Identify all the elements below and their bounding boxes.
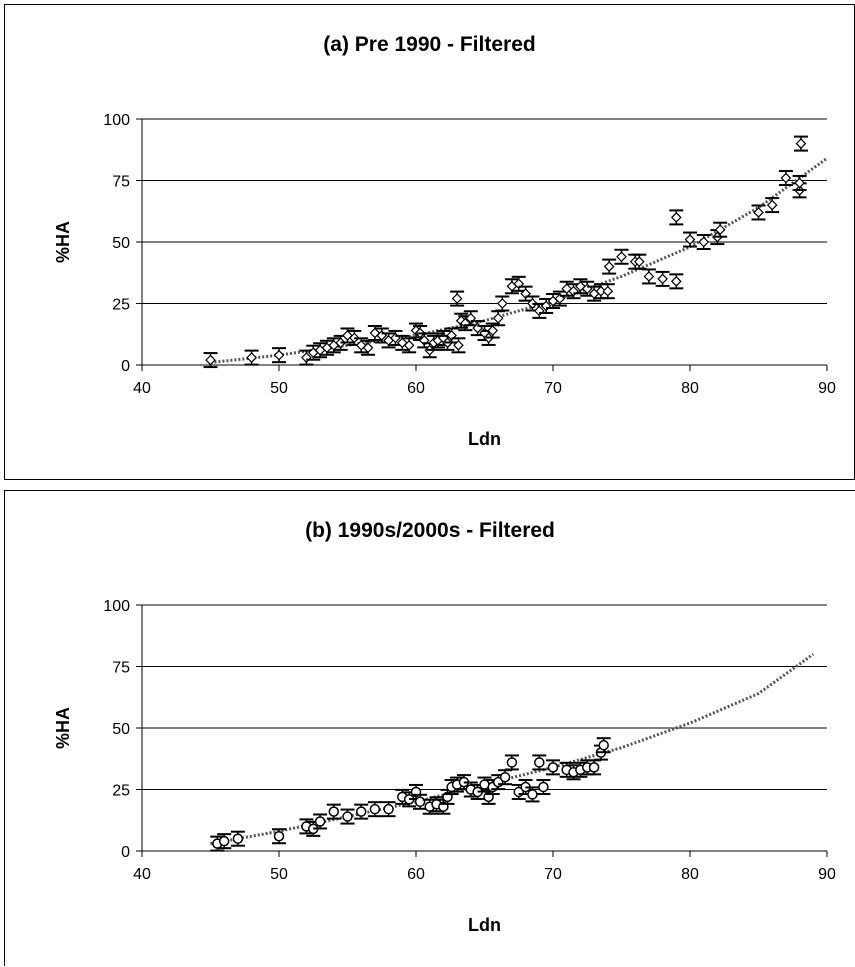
y-tick-label: 25 (112, 297, 130, 314)
x-axis-title: Ldn (468, 429, 501, 449)
data-point (643, 271, 655, 282)
y-tick-label: 75 (112, 660, 130, 677)
x-tick-label: 40 (133, 380, 151, 397)
data-point (328, 806, 340, 817)
data-point (684, 234, 696, 245)
chart-panel-1990s-2000s: (b) 1990s/2000s - Filtered 0 25 50 75 100 40 5… (4, 490, 855, 966)
data-point (547, 762, 559, 773)
data-point (342, 811, 353, 822)
data-point (301, 352, 312, 363)
x-tick-label: 60 (407, 866, 425, 883)
data-point (362, 342, 374, 354)
data-point (794, 177, 805, 189)
chart-plot-1990s-2000s: 0 25 50 75 100 40 50 60 70 80 90 Ldn %HA (53, 598, 836, 935)
data-point (383, 803, 394, 815)
data-point (369, 803, 381, 815)
data-point (232, 833, 244, 844)
data-point (534, 757, 545, 768)
chart-title: (b) 1990s/2000s - Filtered (305, 519, 555, 542)
trend-line (210, 652, 815, 846)
data-point (499, 771, 511, 783)
y-tick-label: 0 (121, 844, 130, 861)
data-point (588, 762, 600, 773)
data-point (487, 325, 499, 336)
x-tick-label: 70 (544, 380, 562, 397)
data-point (780, 172, 792, 184)
data-point (538, 781, 549, 793)
data-point (527, 789, 538, 800)
data-point (616, 251, 627, 263)
data-point (766, 199, 778, 211)
data-point (670, 276, 682, 287)
data-point (714, 224, 726, 236)
y-tick-label: 25 (112, 783, 130, 800)
data-point (698, 236, 710, 248)
x-tick-label: 90 (818, 866, 836, 883)
data-point (246, 352, 257, 363)
data-point (414, 796, 426, 808)
data-point (795, 138, 807, 149)
data-point (506, 757, 518, 768)
x-tick-label: 70 (544, 866, 562, 883)
data-point (753, 207, 764, 218)
data-point (670, 212, 682, 223)
y-tick-label: 50 (112, 235, 130, 252)
data-point (451, 293, 463, 304)
y-tick-label: 100 (103, 112, 130, 129)
data-point (492, 312, 504, 324)
data-point (453, 339, 464, 351)
data-point (218, 835, 230, 847)
y-tick-label: 100 (103, 598, 130, 615)
data-point (602, 285, 614, 297)
chart-title: (a) Pre 1990 - Filtered (323, 33, 536, 56)
data-point (533, 305, 545, 317)
data-point (273, 830, 285, 842)
x-tick-label: 40 (133, 866, 151, 883)
data-point (633, 256, 645, 268)
x-tick-label: 90 (818, 380, 836, 397)
x-tick-label: 80 (681, 380, 699, 397)
data-point (598, 739, 609, 751)
data-point (273, 349, 285, 361)
chart-plot-pre-1990: 0 25 50 75 100 40 50 60 70 80 90 Ldn %HA (53, 112, 836, 449)
y-tick-label: 50 (112, 721, 130, 738)
data-point (603, 261, 615, 272)
data-point (496, 298, 508, 309)
data-point (205, 354, 216, 366)
trend-line (210, 157, 828, 365)
x-tick-label: 50 (270, 380, 288, 397)
x-tick-label: 80 (681, 866, 699, 883)
x-tick-label: 50 (270, 866, 288, 883)
y-axis-title: %HA (53, 221, 73, 263)
data-point (355, 806, 367, 817)
y-tick-label: 0 (121, 358, 130, 375)
x-tick-label: 60 (407, 380, 425, 397)
chart-panel-pre-1990: (a) Pre 1990 - Filtered 0 25 50 75 100 40 50 60… (4, 4, 855, 480)
data-point (657, 273, 668, 285)
x-axis-title: Ldn (468, 915, 501, 935)
data-point (403, 339, 415, 351)
y-tick-label: 75 (112, 174, 130, 191)
data-point (595, 285, 607, 297)
data-point (314, 816, 326, 827)
y-axis-title: %HA (53, 707, 73, 749)
